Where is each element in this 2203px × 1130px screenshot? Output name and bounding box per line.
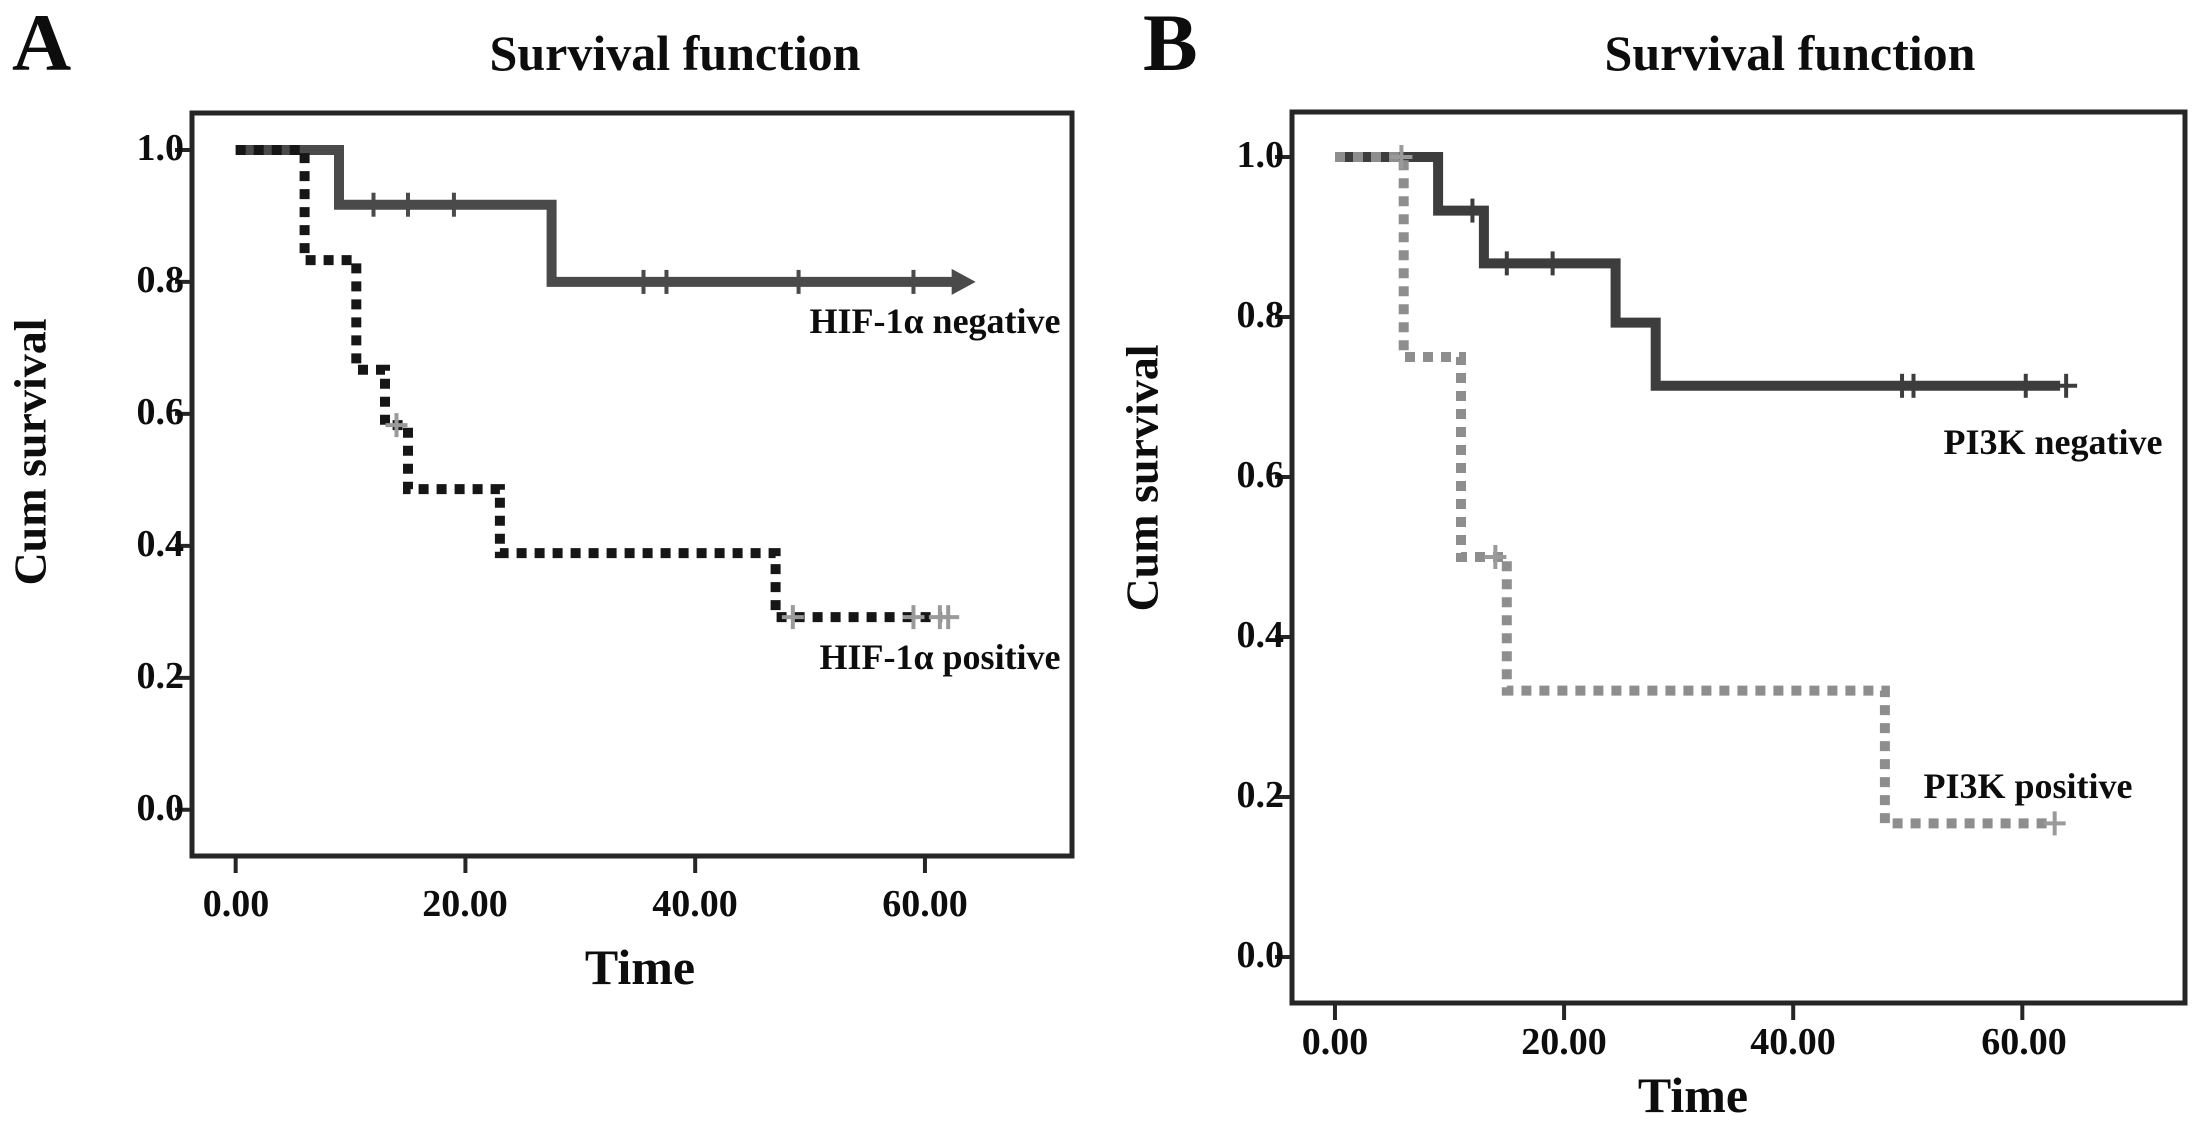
censor-mark-pi3k-negative <box>1461 198 1484 223</box>
censor-mark-hif-1-negative <box>655 269 678 294</box>
panel-a-ytick-1.0: 1.0 <box>136 127 185 169</box>
panel-b-xtick-20: 20.00 <box>1521 1021 1607 1063</box>
censor-mark-hif-1-positive <box>902 605 925 630</box>
panel-a-y-axis-title: Cum survival <box>4 318 56 586</box>
panel-a-xtick-40: 40.00 <box>652 883 738 925</box>
panel-a-x-axis-title: Time <box>584 939 696 995</box>
panel-b-title: Survival function <box>1604 25 1976 81</box>
panel-b-ytick-1.0: 1.0 <box>1236 134 1285 176</box>
panel-a-ytick-0.8: 0.8 <box>136 259 185 301</box>
panel-b-xtick-0: 0.00 <box>1301 1021 1369 1063</box>
panel-a-label-hif1a-positive: HIF-1α positive <box>819 637 1061 677</box>
censor-mark-hif-1-positive <box>385 413 408 438</box>
censor-mark-hif-1-negative <box>787 269 810 294</box>
curve-pi3k-negative <box>1335 152 2061 391</box>
panel-a-label-hif1a-negative: HIF-1α negative <box>809 301 1061 341</box>
panel-a-ytick-0.6: 0.6 <box>136 391 185 433</box>
end-cross-pi3k-positive <box>2043 811 2066 836</box>
panel-b-plot-frame <box>1289 109 2188 1006</box>
curve-pi3k-positive <box>1335 152 2049 829</box>
panel-a-plot-frame <box>189 110 1075 859</box>
censor-mark-pi3k-negative <box>1495 251 1518 276</box>
arrow-end-hif-1-negative <box>951 268 976 295</box>
curve-hif-1-positive <box>235 145 943 623</box>
panel-b-ytick-0.6: 0.6 <box>1236 454 1285 496</box>
panel-b-letter: B <box>1143 0 1198 88</box>
panel-a-xtick-20: 20.00 <box>422 883 508 925</box>
censor-mark-hif-1-negative <box>396 192 419 217</box>
censor-mark-hif-1-negative <box>442 192 465 217</box>
censor-mark-hif-1-positive <box>781 605 804 630</box>
end-cross-pi3k-negative <box>2055 373 2078 398</box>
panel-b-label-pi3k-positive: PI3K positive <box>1923 766 2133 806</box>
censor-mark-pi3k-positive <box>1484 545 1507 569</box>
panel-b-xtick-40: 40.00 <box>1750 1021 1836 1063</box>
panel-b-ytick-0.2: 0.2 <box>1236 774 1285 816</box>
panel-b-ytick-0.0: 0.0 <box>1236 934 1285 976</box>
censor-mark-pi3k-positive <box>1390 145 1413 169</box>
panel-a-xtick-60: 60.00 <box>882 883 968 925</box>
panel-b-ytick-0.4: 0.4 <box>1236 614 1285 656</box>
censor-mark-pi3k-negative <box>1902 373 1925 398</box>
panel-a-ytick-0.0: 0.0 <box>136 787 185 829</box>
censor-mark-hif-1-negative <box>902 269 925 294</box>
panel-b-xtick-60: 60.00 <box>1981 1021 2067 1063</box>
panel-b-label-pi3k-negative: PI3K negative <box>1943 422 2163 462</box>
censor-mark-pi3k-negative <box>1541 251 1564 276</box>
censor-mark-hif-1-negative <box>632 269 655 294</box>
panel-a-xtick-0: 0.00 <box>202 883 270 925</box>
censor-mark-hif-1-negative <box>362 192 385 217</box>
panel-a-title: Survival function <box>489 25 861 81</box>
censor-mark-pi3k-negative <box>2014 373 2037 398</box>
panel-b-ytick-0.8: 0.8 <box>1236 294 1285 336</box>
panel-a-ytick-0.4: 0.4 <box>136 523 185 565</box>
panel-a-letter: A <box>12 0 72 88</box>
panel-b-x-axis-title: Time <box>1637 1067 1749 1123</box>
panel-b-y-axis-title: Cum survival <box>1116 344 1168 612</box>
end-cross-hif-1-positive <box>937 605 960 630</box>
panel-a-ytick-0.2: 0.2 <box>136 655 185 697</box>
